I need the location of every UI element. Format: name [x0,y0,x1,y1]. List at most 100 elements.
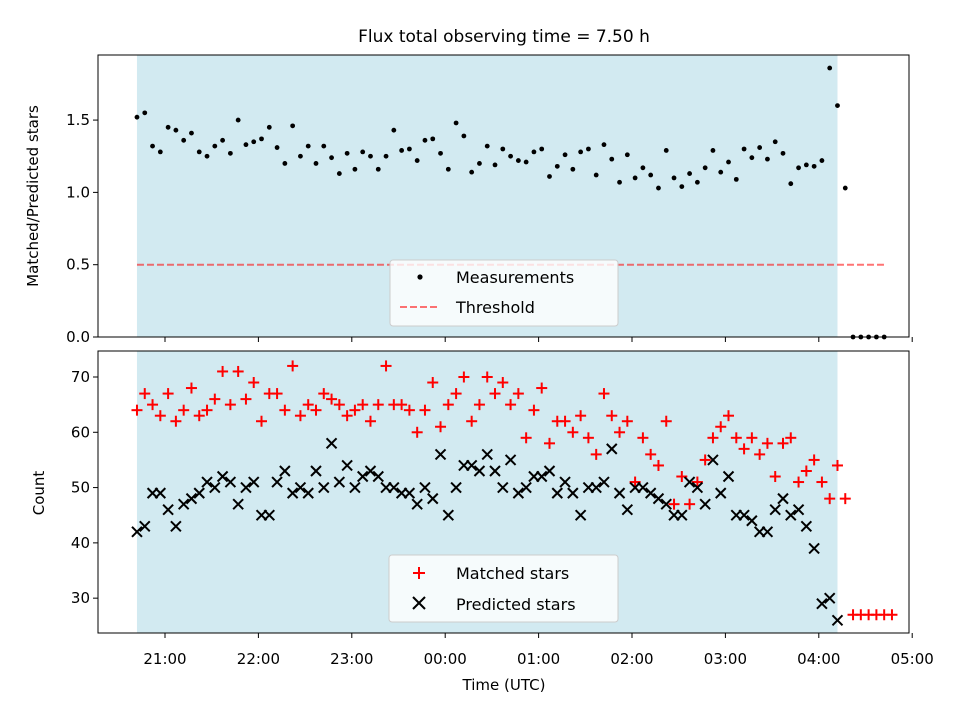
matched-point [372,399,384,411]
matched-point [715,421,727,433]
matched-point [590,448,602,460]
predicted-point [193,487,205,499]
matched-point [411,426,423,438]
measurement-point [220,137,225,143]
matched-point [816,476,828,488]
x-tick-label: 05:00 [891,650,934,668]
measurement-point [227,150,233,156]
predicted-points [131,437,844,626]
x-tick-label: 01:00 [517,650,560,668]
matched-point [582,432,594,444]
predicted-point [240,481,252,494]
measurement-point [438,150,443,156]
matched-point [450,388,462,400]
predicted-point [286,487,299,499]
matched-point [761,437,773,449]
predicted-point [294,481,307,494]
matched-point [730,432,742,444]
predicted-point [543,465,556,477]
measurement-point [282,161,288,166]
predicted-point [434,448,447,461]
y-ticks: 30 40 50 60 70 [71,368,98,607]
y-tick-label: 50 [71,479,90,497]
x-tick-label: 22:00 [237,650,280,668]
matched-point [754,448,766,460]
matched-point [442,399,454,411]
matched-point [162,388,174,400]
matched-point [170,415,182,427]
measurement-point [702,165,708,171]
measurement-point [212,143,218,149]
measurement-point [329,155,334,161]
measurement-point [819,158,825,163]
predicted-point [676,509,688,521]
measurement-point [492,162,498,168]
legend-dot-marker [417,274,423,280]
measurement-point [796,165,801,171]
x-tick-label: 00:00 [424,650,467,668]
matched-point [232,365,244,377]
measurement-point [383,153,389,159]
legend-x-marker [412,596,426,610]
y-tick-label: 30 [71,589,90,607]
matched-point [543,437,555,449]
measurement-point [189,130,194,136]
measurement-point [663,148,669,153]
matched-point [707,432,719,444]
predicted-point [177,498,190,510]
count-axes-frame [97,350,910,634]
measurement-point [406,146,412,152]
measurement-point [749,155,755,161]
predicted-point [621,503,634,516]
predicted-point [209,481,221,494]
measurement-point [266,124,272,130]
measurement-point [298,153,303,159]
matched-point [785,432,797,444]
measurement-point [547,174,552,179]
predicted-point [232,498,244,510]
matched-point [793,476,805,488]
x-ticks: 21:00 22:00 23:00 00:00 01:00 02:00 03:00 04:00… [143,633,934,668]
measurement-point [811,163,817,169]
measurement-point [157,149,163,155]
matched-point [777,437,789,449]
predicted-point [606,443,618,455]
matched-point [403,404,415,416]
y-tick-label: 60 [71,423,90,441]
predicted-point [683,476,696,488]
measurement-point [142,110,148,116]
matched-point [380,360,392,372]
measurement-point [515,158,521,163]
matched-point [326,393,338,405]
measurement-point [788,181,794,187]
legend-threshold: Threshold [455,298,535,317]
matched-point [396,399,408,411]
measurement-point [251,139,257,145]
measurement-point [726,159,731,165]
matched-point [528,404,540,416]
measurement-point [632,175,638,181]
predicted-point [504,454,517,466]
matched-point [341,410,353,422]
predicted-point [738,509,750,521]
matched-point [256,415,268,427]
x-axis-label: Time (UTC) [462,676,546,694]
count-panel: 30 40 50 60 70 21:00 22:00 23:00 00:00 01:00 02:0… [30,350,934,694]
measurement-point [360,149,366,155]
measurement-point [640,165,646,171]
predicted-point [551,487,563,499]
measurement-point [609,156,615,162]
matched-point [660,415,672,427]
measurement-point [772,139,778,145]
ratio-panel: 0.0 0.5 1.0 1.5 Matched/Predicted stars Mea… [24,54,913,346]
matched-point [364,415,376,427]
measurement-point [445,166,451,172]
predicted-point [372,470,384,483]
measurement-point [196,149,202,155]
x-tick-label: 03:00 [704,650,747,668]
matched-points [131,360,898,621]
predicted-point [411,498,423,510]
measurement-point [539,146,545,152]
measurement-point [578,149,584,155]
y-ticks: 0.0 0.5 1.0 1.5 [66,111,98,346]
